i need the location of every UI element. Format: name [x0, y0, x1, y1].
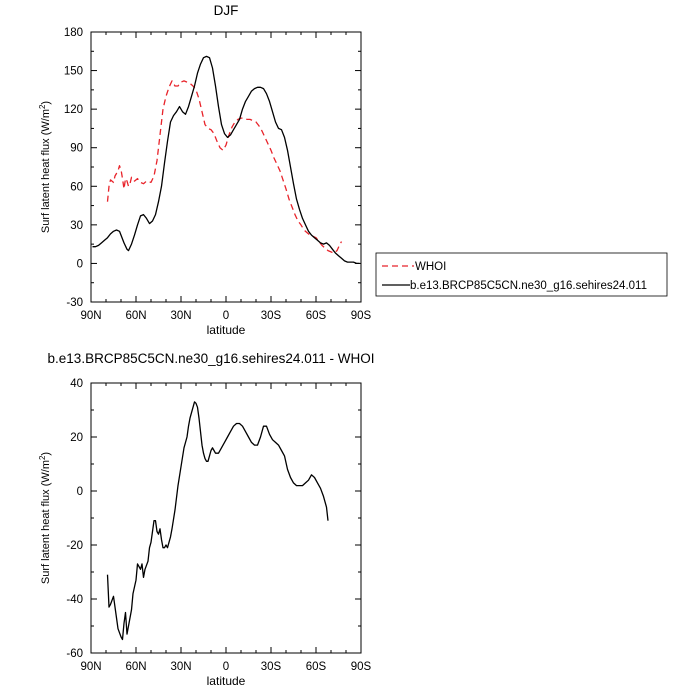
legend-label-whoi: WHOI — [415, 261, 446, 273]
y-tick-label: -60 — [66, 648, 83, 660]
x-tick-label: 30N — [170, 310, 191, 322]
top-panel: DJF -30 0 30 60 90 120 150 180 90N 60N 30N 0 30S 60S… — [38, 3, 372, 337]
x-tick-label: 60S — [306, 310, 327, 322]
series-line-1 — [92, 55, 360, 265]
x-tick-label: 60S — [306, 661, 327, 673]
x-tick-label: 30N — [170, 661, 191, 673]
y-tick-label: 40 — [70, 378, 83, 390]
y-axis-label: Surf latent heat flux (W/m2) — [38, 101, 52, 233]
y-axis: -60 -40 -20 0 20 40 — [66, 378, 361, 660]
legend-box — [375, 252, 668, 297]
y-tick-label: 90 — [70, 143, 83, 155]
legend: WHOI b.e13.BRCP85C5CN.ne30_g16.sehires24… — [375, 252, 668, 297]
x-tick-label: 30S — [261, 661, 282, 673]
legend-label-model: b.e13.BRCP85C5CN.ne30_g16.sehires24.011 — [410, 280, 647, 292]
series-line-0 — [106, 401, 329, 641]
x-tick-label: 90N — [80, 310, 101, 322]
y-tick-label: 0 — [77, 486, 83, 498]
x-tick-label: 60N — [125, 310, 146, 322]
y-tick-label: 20 — [70, 432, 83, 444]
x-tick-label: 90N — [80, 661, 101, 673]
x-tick-label: 30S — [261, 310, 282, 322]
chart-title: DJF — [214, 3, 239, 18]
x-tick-label: 90S — [351, 661, 372, 673]
plot-frame — [90, 382, 362, 654]
y-tick-label: 60 — [70, 181, 83, 193]
y-tick-label: 120 — [64, 104, 83, 116]
x-axis: 90N 60N 30N 0 30S 60S 90S — [80, 383, 372, 673]
x-axis: 90N 60N 30N 0 30S 60S 90S — [80, 32, 372, 322]
y-tick-label: 150 — [64, 66, 83, 78]
y-tick-label: -30 — [66, 297, 83, 309]
series-line-0 — [106, 80, 343, 254]
x-tick-label: 90S — [351, 310, 372, 322]
x-tick-label: 60N — [125, 661, 146, 673]
x-axis-label: latitude — [207, 323, 246, 337]
plot-frame — [90, 31, 362, 303]
y-tick-label: 30 — [70, 220, 83, 232]
x-tick-label: 0 — [223, 661, 229, 673]
y-tick-label: 180 — [64, 27, 83, 39]
y-axis-label: Surf latent heat flux (W/m2) — [38, 452, 52, 584]
plot-lines — [106, 401, 329, 641]
y-tick-label: 0 — [77, 258, 83, 270]
plot-lines — [92, 55, 360, 265]
x-axis-label: latitude — [207, 674, 246, 688]
difference-chart-title: b.e13.BRCP85C5CN.ne30_g16.sehires24.011 … — [48, 351, 375, 366]
bottom-panel: b.e13.BRCP85C5CN.ne30_g16.sehires24.011 … — [38, 351, 374, 688]
x-tick-label: 0 — [223, 310, 229, 322]
y-tick-label: -40 — [66, 594, 83, 606]
y-tick-label: -20 — [66, 540, 83, 552]
y-axis: -30 0 30 60 90 120 150 180 — [64, 27, 361, 309]
